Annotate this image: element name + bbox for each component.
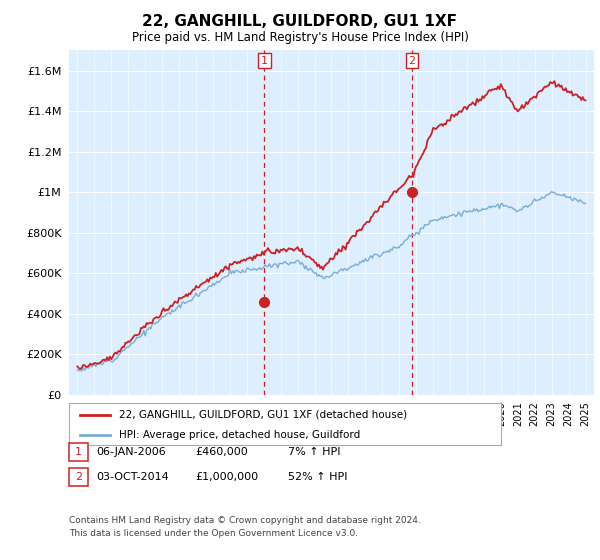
Text: This data is licensed under the Open Government Licence v3.0.: This data is licensed under the Open Gov… (69, 529, 358, 538)
Text: HPI: Average price, detached house, Guildford: HPI: Average price, detached house, Guil… (119, 430, 360, 440)
Text: 52% ↑ HPI: 52% ↑ HPI (288, 472, 347, 482)
Text: 1: 1 (261, 55, 268, 66)
Text: £460,000: £460,000 (195, 447, 248, 457)
Text: Price paid vs. HM Land Registry's House Price Index (HPI): Price paid vs. HM Land Registry's House … (131, 31, 469, 44)
Text: 2: 2 (75, 472, 82, 482)
Text: 22, GANGHILL, GUILDFORD, GU1 1XF: 22, GANGHILL, GUILDFORD, GU1 1XF (143, 14, 458, 29)
Text: Contains HM Land Registry data © Crown copyright and database right 2024.: Contains HM Land Registry data © Crown c… (69, 516, 421, 525)
Text: 06-JAN-2006: 06-JAN-2006 (96, 447, 166, 457)
Text: 22, GANGHILL, GUILDFORD, GU1 1XF (detached house): 22, GANGHILL, GUILDFORD, GU1 1XF (detach… (119, 410, 407, 420)
Text: £1,000,000: £1,000,000 (195, 472, 258, 482)
Text: 2: 2 (409, 55, 416, 66)
Text: 7% ↑ HPI: 7% ↑ HPI (288, 447, 341, 457)
Text: 1: 1 (75, 447, 82, 457)
Text: 03-OCT-2014: 03-OCT-2014 (96, 472, 169, 482)
